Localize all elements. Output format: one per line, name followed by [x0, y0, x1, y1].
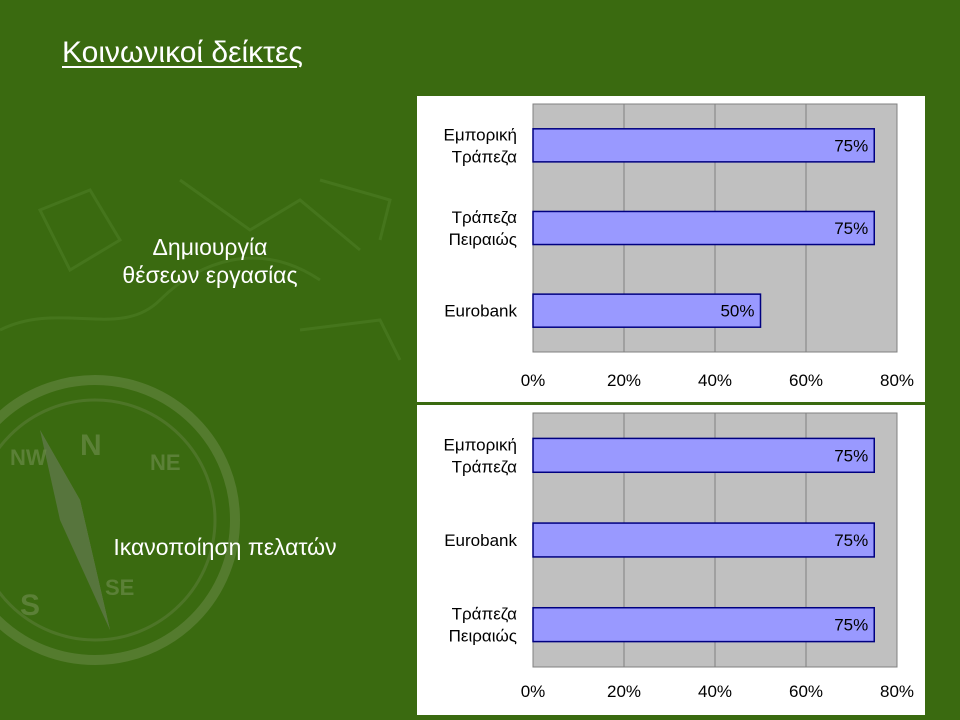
customer-satisfaction-chart-panel: 0% 20% 40% 60% 80% 75% Εμπορική Τράπεζα 75% Eurob…	[417, 405, 925, 715]
x-tick-label: 0%	[521, 682, 546, 701]
category-label: Eurobank	[444, 531, 517, 550]
bar	[532, 606, 875, 643]
customer-satisfaction-label-line1: Ικανοποίηση πελατών	[113, 534, 337, 560]
category-label: Τράπεζα	[452, 147, 518, 166]
bar	[532, 210, 875, 246]
x-tick-label: 60%	[789, 682, 823, 701]
data-label: 75%	[834, 219, 868, 238]
x-tick-label: 60%	[789, 371, 823, 390]
category-label: Eurobank	[444, 302, 517, 321]
job-creation-chart-panel: 0% 20% 40% 60% 80% 75% Εμπορική Τράπεζα 75% Τράπε…	[417, 96, 925, 402]
data-label: 75%	[834, 616, 868, 635]
svg-text:N: N	[80, 429, 102, 462]
x-tick-label: 40%	[698, 682, 732, 701]
x-tick-label: 80%	[880, 371, 914, 390]
job-creation-chart: 0% 20% 40% 60% 80% 75% Εμπορική Τράπεζα 75% Τράπε…	[444, 103, 914, 390]
x-tick-label: 0%	[521, 371, 546, 390]
bar	[532, 128, 875, 163]
category-label: Τράπεζα	[452, 605, 518, 624]
data-label: 50%	[720, 302, 754, 321]
job-creation-label-line1: Δημιουργία	[152, 234, 268, 260]
svg-text:S: S	[20, 589, 40, 622]
svg-text:NW: NW	[10, 445, 47, 470]
category-label: Τράπεζα	[452, 208, 518, 227]
customer-satisfaction-label: Ικανοποίηση πελατών	[90, 533, 360, 561]
svg-text:NE: NE	[150, 450, 181, 475]
x-tick-label: 20%	[607, 371, 641, 390]
svg-text:SE: SE	[105, 575, 134, 600]
customer-satisfaction-chart: 0% 20% 40% 60% 80% 75% Εμπορική Τράπεζα 75% Eurob…	[444, 412, 914, 701]
category-label: Εμπορική	[444, 125, 517, 144]
category-label: Πειραιώς	[449, 627, 517, 646]
data-label: 75%	[834, 136, 868, 155]
category-label: Τράπεζα	[452, 457, 518, 476]
page-title: Κοινωνικοί δείκτες	[62, 36, 303, 69]
job-creation-label: Δημιουργία θέσεων εργασίας	[100, 233, 320, 289]
x-tick-label: 20%	[607, 682, 641, 701]
bar	[532, 293, 762, 328]
x-tick-label: 80%	[880, 682, 914, 701]
x-tick-label: 40%	[698, 371, 732, 390]
data-label: 75%	[834, 446, 868, 465]
job-creation-label-line2: θέσεων εργασίας	[122, 262, 298, 288]
category-label: Πειραιώς	[449, 230, 517, 249]
bar	[532, 522, 875, 558]
bar	[532, 437, 875, 474]
category-label: Εμπορική	[444, 435, 517, 454]
data-label: 75%	[834, 531, 868, 550]
